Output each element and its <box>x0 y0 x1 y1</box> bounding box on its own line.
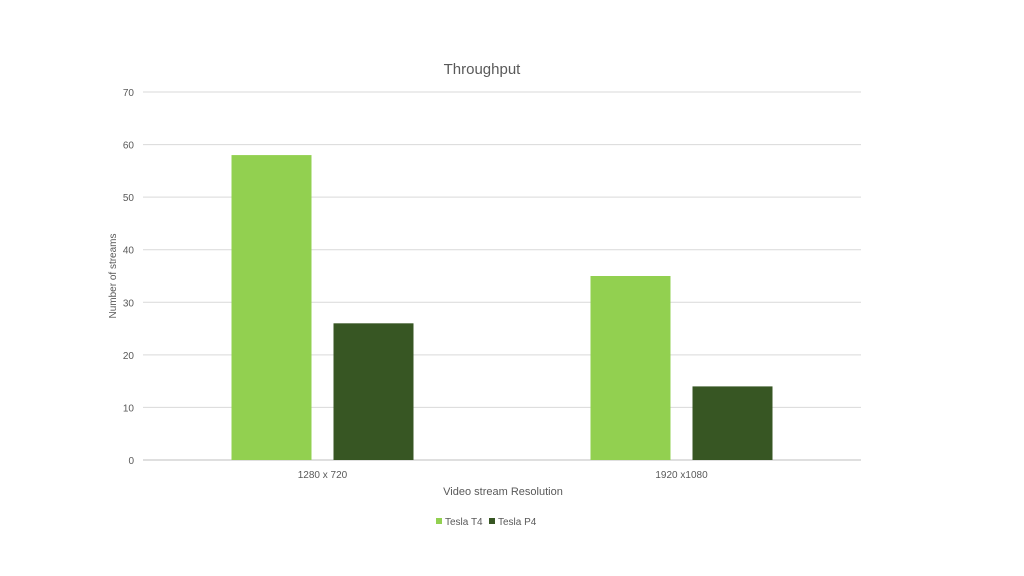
y-tick-label: 30 <box>123 298 135 309</box>
chart-title: Throughput <box>444 61 522 78</box>
y-tick-label: 70 <box>123 88 135 99</box>
bar-tesla-p4 <box>692 386 773 460</box>
legend: Tesla T4 Tesla P4 <box>436 517 537 528</box>
y-tick-label: 10 <box>123 403 135 414</box>
y-tick-label: 40 <box>123 246 135 257</box>
x-axis-label: Video stream Resolution <box>443 486 563 498</box>
x-tick-label: 1920 x1080 <box>655 470 708 481</box>
bar-tesla-t4 <box>590 276 671 460</box>
bar-tesla-p4 <box>333 323 414 460</box>
y-axis-label: Number of streams <box>108 233 119 318</box>
y-tick-label: 20 <box>123 351 135 362</box>
legend-swatch <box>489 518 495 524</box>
legend-swatch <box>436 518 442 524</box>
x-tick-labels: 1280 x 720 1920 x1080 <box>298 470 708 481</box>
y-tick-label: 60 <box>123 141 135 152</box>
y-tick-label: 0 <box>128 456 134 467</box>
legend-label: Tesla P4 <box>498 517 537 528</box>
bar-tesla-t4 <box>231 155 312 461</box>
bars <box>231 155 773 461</box>
x-tick-label: 1280 x 720 <box>298 470 348 481</box>
y-tick-label: 50 <box>123 193 135 204</box>
legend-label: Tesla T4 <box>445 517 483 528</box>
